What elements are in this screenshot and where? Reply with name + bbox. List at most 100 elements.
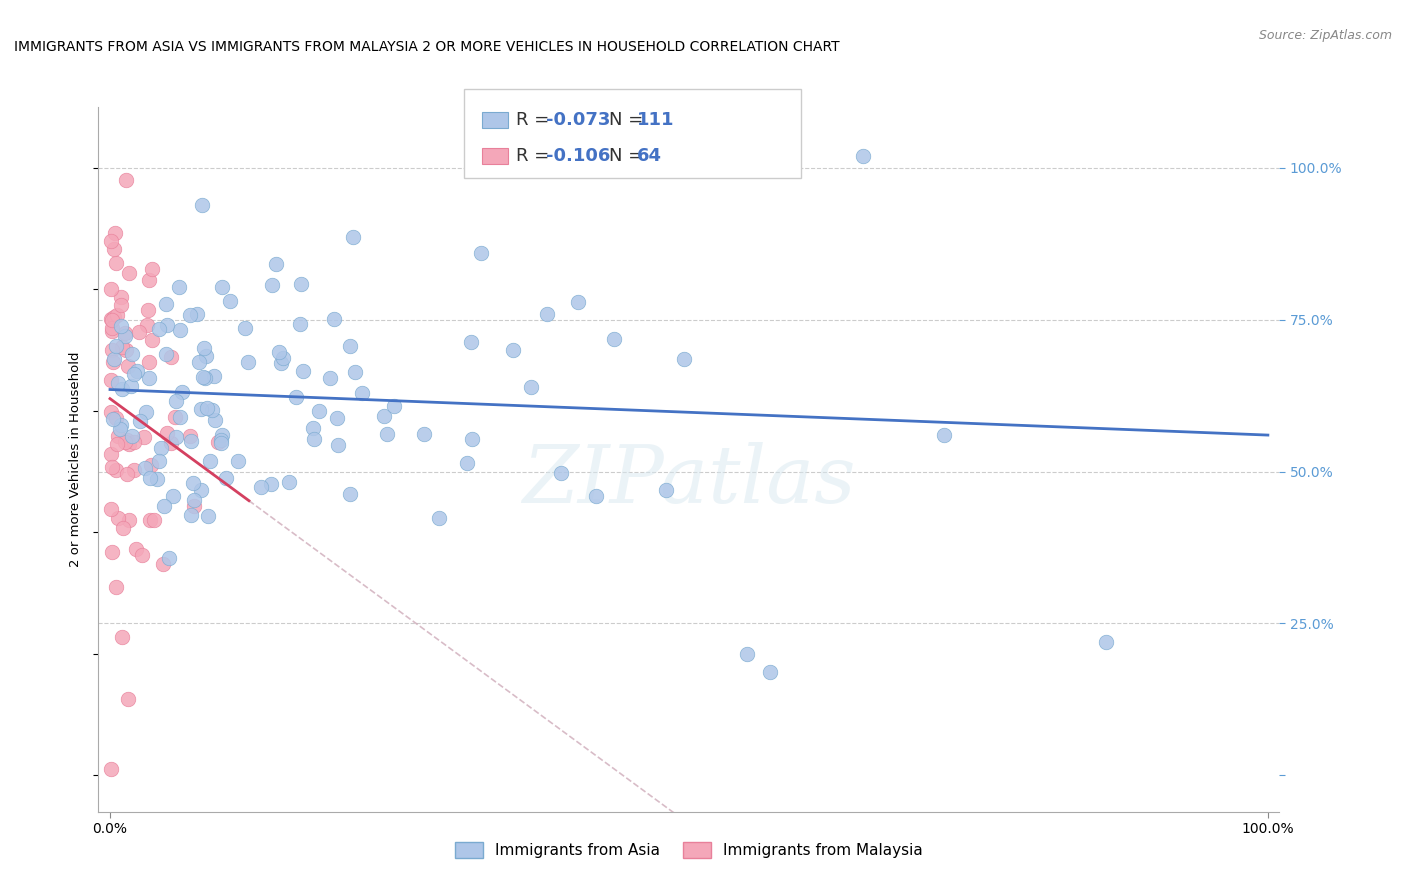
Point: [101, 324, 124, 338]
Point: [111, 382, 134, 396]
Text: -0.073: -0.073: [546, 112, 610, 129]
Point: [319, 370, 342, 384]
Point: [202, 369, 225, 384]
Point: [104, 410, 127, 425]
Point: [114, 326, 136, 341]
Point: [110, 290, 132, 304]
Point: [156, 318, 179, 332]
Point: [179, 309, 201, 323]
Point: [191, 370, 214, 384]
Point: [141, 262, 163, 277]
Point: [117, 359, 139, 373]
Point: [110, 418, 132, 433]
Point: [567, 295, 589, 310]
Point: [373, 409, 395, 423]
Point: [122, 434, 145, 449]
Point: [290, 277, 312, 291]
Point: [197, 508, 219, 523]
Point: [412, 426, 434, 441]
Point: [193, 341, 215, 355]
Point: [270, 356, 292, 370]
Point: [211, 280, 233, 294]
Point: [114, 435, 136, 450]
Point: [122, 463, 145, 477]
Point: [148, 322, 170, 336]
Point: [100, 372, 122, 386]
Point: [122, 368, 145, 382]
Point: [339, 339, 361, 353]
Point: [104, 256, 127, 270]
Point: [183, 493, 205, 508]
Text: IMMIGRANTS FROM ASIA VS IMMIGRANTS FROM MALAYSIA 2 OR MORE VEHICLES IN HOUSEHOLD: IMMIGRANTS FROM ASIA VS IMMIGRANTS FROM …: [14, 40, 839, 54]
Point: [932, 428, 955, 442]
Point: [852, 148, 875, 162]
Text: -0.106: -0.106: [546, 147, 610, 165]
Point: [141, 333, 163, 347]
Point: [271, 351, 294, 365]
Point: [100, 282, 122, 296]
Point: [150, 442, 173, 456]
Point: [120, 379, 142, 393]
Point: [107, 429, 129, 443]
Point: [114, 173, 136, 187]
Text: ZIPatlas: ZIPatlas: [522, 442, 856, 519]
Point: [218, 293, 240, 308]
Point: [160, 350, 183, 364]
Point: [138, 355, 160, 369]
Point: [427, 510, 450, 524]
Point: [190, 401, 212, 416]
Point: [292, 364, 315, 378]
Point: [344, 365, 367, 379]
Point: [204, 412, 226, 426]
Point: [211, 428, 233, 442]
Point: [139, 471, 162, 485]
Point: [128, 325, 150, 339]
Point: [288, 318, 311, 332]
Point: [134, 460, 156, 475]
Point: [103, 352, 125, 367]
Point: [536, 307, 558, 321]
Point: [460, 334, 482, 349]
Point: [110, 422, 132, 436]
Point: [115, 433, 138, 447]
Point: [550, 466, 572, 480]
Point: [146, 472, 169, 486]
Point: [104, 226, 127, 240]
Point: [198, 454, 221, 468]
Point: [101, 460, 124, 475]
Point: [308, 403, 330, 417]
Point: [114, 343, 136, 358]
Point: [250, 480, 273, 494]
Point: [156, 426, 179, 441]
Point: [166, 394, 188, 409]
Point: [172, 384, 194, 399]
Point: [382, 400, 405, 414]
Text: N =: N =: [609, 147, 648, 165]
Point: [111, 630, 134, 644]
Point: [236, 355, 259, 369]
Point: [520, 380, 543, 394]
Point: [148, 454, 170, 468]
Text: 111: 111: [637, 112, 675, 129]
Text: N =: N =: [609, 112, 648, 129]
Point: [132, 430, 155, 444]
Point: [326, 438, 349, 452]
Point: [759, 665, 782, 679]
Point: [100, 762, 122, 776]
Point: [342, 230, 364, 244]
Point: [502, 343, 524, 358]
Point: [105, 436, 128, 450]
Point: [339, 487, 361, 501]
Point: [115, 467, 138, 482]
Point: [111, 339, 134, 353]
Point: [155, 347, 177, 361]
Point: [165, 430, 187, 444]
Point: [127, 364, 149, 378]
Point: [195, 401, 218, 415]
Point: [143, 512, 166, 526]
Point: [209, 433, 232, 447]
Y-axis label: 2 or more Vehicles in Household: 2 or more Vehicles in Household: [69, 351, 83, 567]
Point: [121, 347, 143, 361]
Point: [260, 277, 283, 292]
Point: [129, 414, 152, 428]
